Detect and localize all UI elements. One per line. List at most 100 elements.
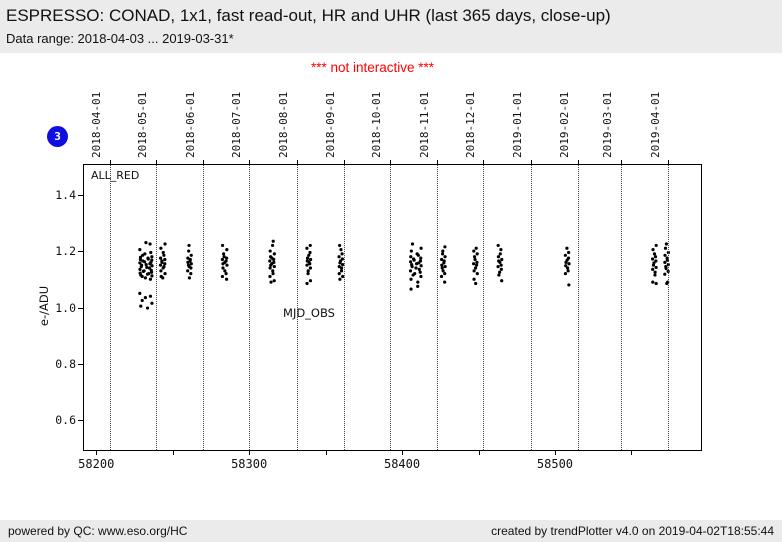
x-tick-label: 58300 <box>231 457 268 471</box>
data-point <box>146 257 150 261</box>
data-point <box>163 272 167 276</box>
data-point <box>305 256 310 260</box>
data-point <box>144 263 148 267</box>
data-point <box>500 257 504 262</box>
data-point <box>565 246 569 250</box>
data-point <box>440 263 444 267</box>
top-axis-date-label: 2019-03-01 <box>601 91 615 158</box>
data-point <box>443 255 447 259</box>
data-point <box>186 256 190 260</box>
data-point <box>654 243 658 248</box>
data-point <box>473 266 478 270</box>
data-point <box>474 246 478 250</box>
top-axis-tick <box>483 160 485 164</box>
data-point <box>305 281 309 286</box>
data-point <box>308 279 313 283</box>
data-point <box>474 281 478 286</box>
data-point <box>338 277 342 281</box>
top-axis-date-label: 2018-04-01 <box>90 91 104 158</box>
month-gridline <box>155 165 157 450</box>
data-point <box>651 248 655 252</box>
data-point <box>419 256 423 260</box>
y-axis-tick <box>78 363 83 365</box>
data-point <box>341 263 345 267</box>
data-point <box>150 264 154 268</box>
x-axis-tick <box>172 451 174 455</box>
data-point <box>472 262 476 266</box>
data-point <box>564 264 568 268</box>
y-tick-label: 1.4 <box>55 187 76 202</box>
top-axis-tick <box>577 160 579 164</box>
data-point <box>148 277 153 281</box>
data-point <box>160 260 164 264</box>
month-gridline <box>577 165 579 450</box>
data-point <box>222 255 226 259</box>
data-point <box>306 269 310 273</box>
data-point <box>475 263 479 267</box>
data-point <box>442 261 446 265</box>
data-point <box>410 242 415 246</box>
data-point <box>417 267 421 272</box>
data-point <box>268 266 272 270</box>
footer-right-text: created by trendPlotter v4.0 on 2019-04-… <box>491 524 774 538</box>
top-axis-tick <box>155 160 157 164</box>
y-axis-tick <box>78 420 83 422</box>
data-point <box>138 267 142 272</box>
data-point <box>269 280 273 284</box>
data-point <box>149 250 153 255</box>
data-point <box>411 273 415 277</box>
x-axis-tick <box>554 451 556 455</box>
data-point <box>419 264 423 268</box>
data-point <box>664 266 668 271</box>
data-point <box>224 272 228 276</box>
data-point <box>475 252 479 256</box>
month-gridline <box>437 165 439 450</box>
plot-area: ALL_RED 2018-04-01 2018-05-01 2018-06-01 20… <box>55 92 702 471</box>
x-axis-tick <box>325 451 327 455</box>
data-point <box>308 250 312 255</box>
data-point <box>565 266 570 270</box>
data-point <box>663 246 668 250</box>
data-point <box>473 257 477 262</box>
data-point <box>409 277 413 281</box>
data-point <box>409 260 413 264</box>
top-axis-date-label: 2018-07-01 <box>229 91 243 158</box>
data-point <box>663 272 667 276</box>
month-gridline <box>483 165 485 450</box>
data-point <box>187 276 192 280</box>
month-gridline <box>389 165 391 450</box>
data-point <box>497 273 501 277</box>
top-axis-date-label: 2019-01-01 <box>511 91 524 158</box>
data-point <box>147 266 152 270</box>
data-point <box>652 252 657 256</box>
data-point <box>149 270 154 274</box>
y-axis-tick <box>78 251 83 253</box>
month-gridline <box>668 165 670 450</box>
data-point <box>441 269 445 273</box>
data-point <box>148 262 152 266</box>
data-point <box>472 277 476 281</box>
top-axis-date-label: 2018-10-01 <box>370 91 384 158</box>
data-point <box>475 272 479 276</box>
data-point <box>306 272 310 276</box>
scatter-points <box>138 239 670 310</box>
data-point <box>150 301 154 305</box>
data-point <box>220 243 225 248</box>
month-gridline <box>249 165 251 450</box>
data-point <box>414 266 418 270</box>
data-point <box>186 269 190 273</box>
top-axis-tick <box>389 160 391 164</box>
month-gridline <box>530 165 532 450</box>
data-point <box>496 264 500 269</box>
top-axis-tick <box>620 160 622 164</box>
data-point <box>307 253 311 257</box>
data-point <box>161 250 165 255</box>
data-point <box>443 280 447 284</box>
data-point <box>138 257 142 262</box>
data-point <box>163 257 167 262</box>
x-axis-tick <box>96 451 98 455</box>
data-point <box>653 273 657 277</box>
data-point <box>144 241 148 245</box>
data-point <box>141 269 145 273</box>
footer-left-text: powered by QC: www.eso.org/HC <box>8 524 188 538</box>
